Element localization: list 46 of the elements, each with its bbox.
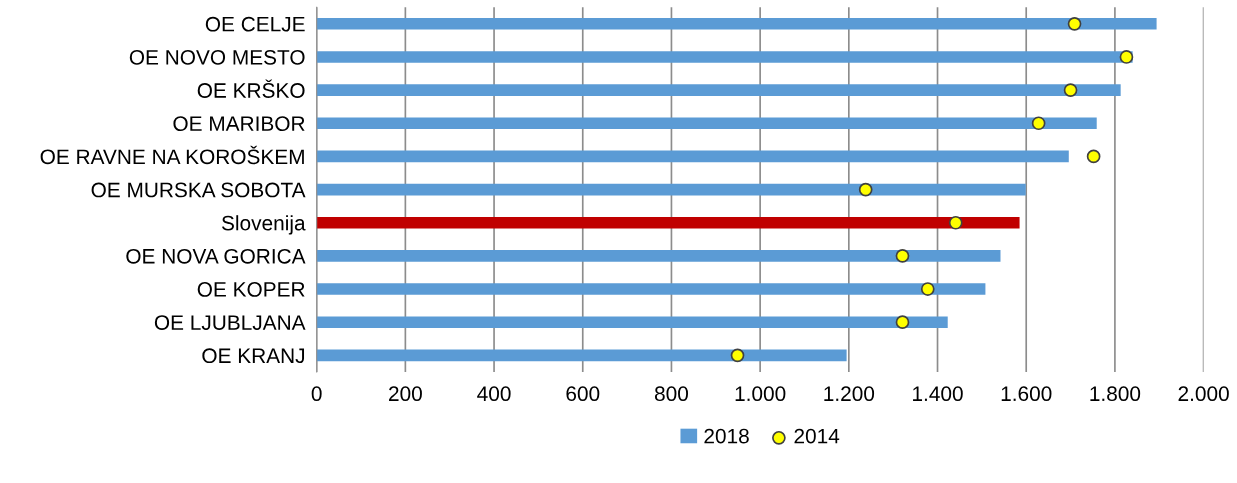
y-tick-label: OE KOPER — [197, 282, 305, 297]
point — [895, 315, 910, 330]
legend-label: 2014 — [794, 428, 840, 444]
x-tick-label: 600 — [566, 386, 600, 402]
bar — [316, 84, 1121, 96]
y-tick-label: Slovenija — [221, 215, 306, 235]
bar — [316, 349, 847, 362]
x-tick-label: 800 — [654, 386, 689, 402]
x-tick-label: 2.000 — [1178, 386, 1229, 402]
bar — [316, 18, 1157, 30]
point — [1067, 16, 1082, 31]
y-tick-label: OE CELJE — [205, 16, 305, 32]
point — [858, 182, 873, 197]
y-tick-label: OE KRŠKO — [197, 79, 305, 98]
point — [920, 282, 935, 296]
bar — [316, 216, 1020, 229]
point — [1063, 83, 1078, 97]
y-tick-label: OE LJUBLJANA — [154, 315, 306, 330]
point — [1119, 50, 1134, 64]
x-tick-label: 200 — [389, 386, 422, 402]
x-tick-label: 0 — [311, 386, 322, 402]
y-tick-label: OE RAVNE NA KOROŠKEM — [40, 145, 304, 165]
x-tick-label: 1.200 — [824, 386, 875, 402]
y-tick-label: OE MURSKA SOBOTA — [91, 182, 306, 198]
point — [1086, 149, 1101, 164]
x-tick-label: 1.800 — [1090, 386, 1141, 402]
bar — [316, 250, 1001, 262]
bar — [316, 283, 986, 295]
x-tick-label: 400 — [477, 386, 511, 402]
point — [895, 249, 910, 263]
x-tick-label: 1.600 — [1001, 386, 1052, 402]
bar — [316, 183, 1026, 196]
y-tick-label: OE KRANJ — [202, 348, 305, 364]
point — [730, 348, 745, 363]
y-tick-label: OE NOVA GORICA — [126, 248, 306, 264]
legend-label: 2018 — [704, 428, 749, 444]
bar — [316, 51, 1133, 63]
x-tick-label: 1.400 — [913, 386, 963, 402]
y-tick-label: OE NOVO MESTO — [129, 49, 305, 65]
bar — [316, 150, 1069, 163]
bar — [316, 117, 1097, 130]
x-tick-label: 1.000 — [735, 386, 786, 402]
bar — [316, 316, 948, 328]
y-tick-label: OE MARIBOR — [173, 116, 305, 132]
point — [948, 215, 963, 230]
point — [1031, 116, 1046, 131]
